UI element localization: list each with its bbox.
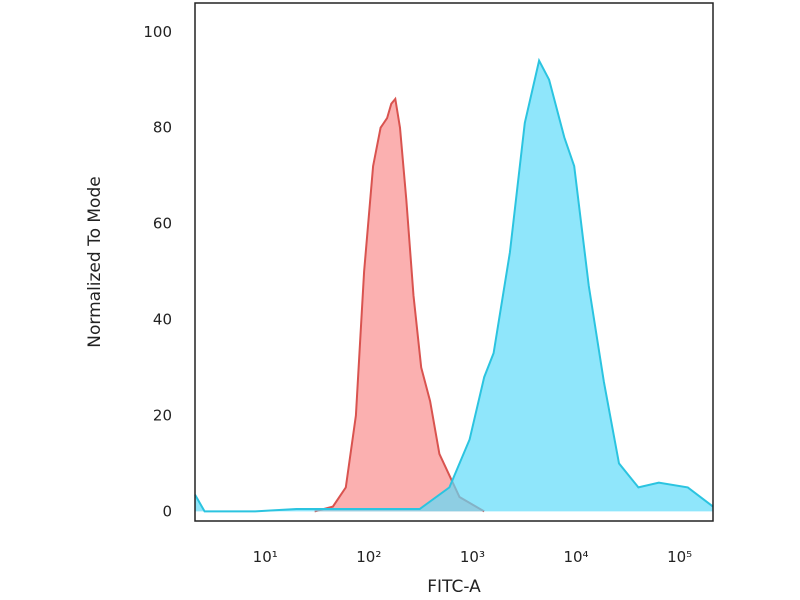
- x-tick-label: 10³: [460, 548, 485, 566]
- y-tick-label: 80: [153, 119, 172, 137]
- x-axis-label: FITC-A: [427, 577, 481, 597]
- x-tick-label: 10⁵: [667, 548, 692, 566]
- histogram-line: [314, 96, 485, 513]
- y-axis-label: Normalized To Mode: [85, 176, 105, 347]
- plot-frame: [194, 2, 714, 522]
- histogram-area: [314, 98, 485, 512]
- y-tick-label: 60: [153, 215, 172, 233]
- histogram-area: [195, 60, 713, 512]
- y-tick-label: 20: [153, 406, 172, 424]
- histogram-line: [194, 57, 714, 513]
- y-tick-label: 0: [162, 502, 172, 520]
- y-tick-label: 40: [153, 311, 172, 329]
- x-tick-label: 10²: [356, 548, 381, 566]
- x-tick-label: 10⁴: [563, 548, 588, 566]
- x-tick-label: 10¹: [253, 548, 278, 566]
- y-tick-label: 100: [143, 23, 172, 41]
